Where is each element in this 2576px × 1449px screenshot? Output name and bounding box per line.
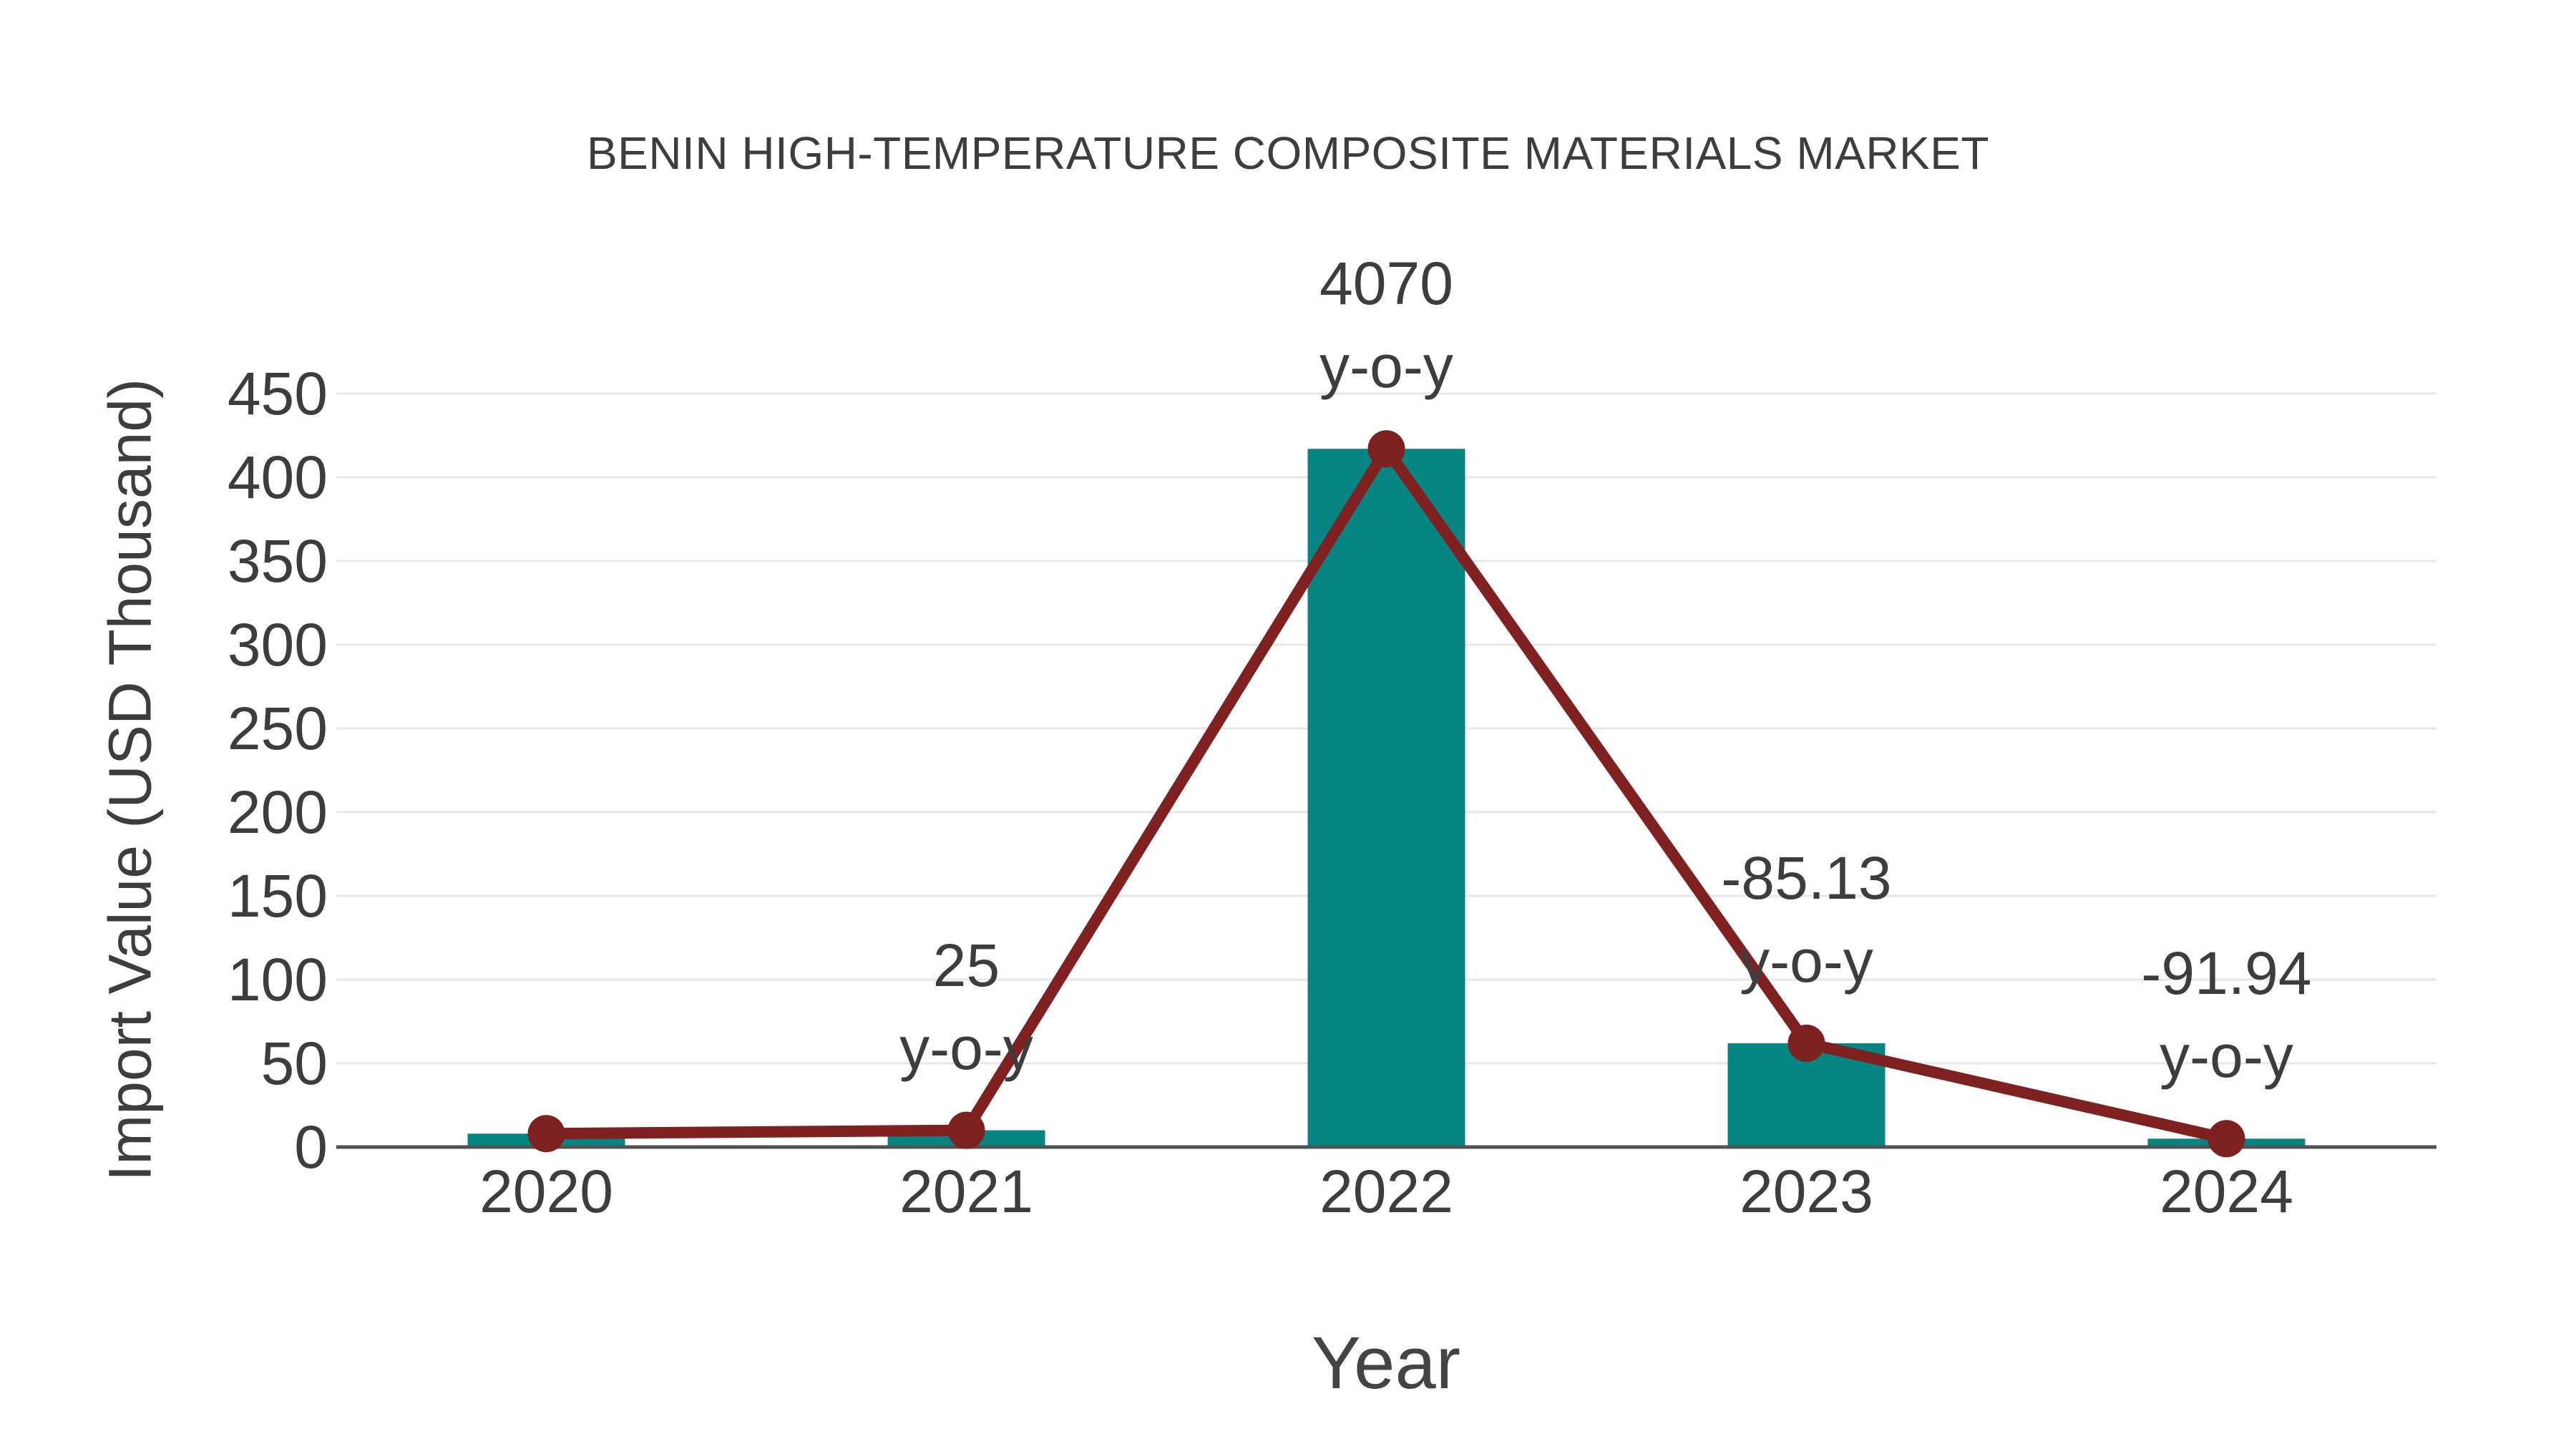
annotation-2021: 25 y-o-y <box>680 924 1253 1090</box>
x-tick-label-2023: 2023 <box>1740 1158 1873 1225</box>
marker-2021 <box>947 1111 985 1149</box>
annotation-2022-value: 4070 <box>1319 250 1453 318</box>
annotation-2024-label: y-o-y <box>2160 1023 2293 1091</box>
x-axis-title: Year <box>1311 1322 1461 1404</box>
x-tick-label-2020: 2020 <box>479 1158 613 1225</box>
marker-2024 <box>2207 1120 2245 1158</box>
x-tick-label-2021: 2021 <box>899 1158 1033 1225</box>
y-tick-label-100: 100 <box>227 946 328 1013</box>
annotation-2023-label: y-o-y <box>1740 927 1873 995</box>
y-tick-label-300: 300 <box>227 611 328 678</box>
x-tick-label-2024: 2024 <box>2160 1158 2293 1225</box>
annotation-2021-value: 25 <box>932 931 1000 999</box>
y-tick-label-50: 50 <box>260 1030 328 1097</box>
annotation-2024: -91.94 y-o-y <box>1941 932 2513 1098</box>
marker-2023 <box>1787 1024 1825 1062</box>
annotation-2024-value: -91.94 <box>2141 940 2312 1008</box>
y-tick-label-400: 400 <box>227 444 328 511</box>
annotation-2023: -85.13 y-o-y <box>1521 836 2093 1002</box>
y-tick-label-150: 150 <box>227 862 328 930</box>
annotation-2022: 4070 y-o-y <box>1101 242 1673 408</box>
annotation-2021-label: y-o-y <box>899 1014 1033 1082</box>
x-tick-label-2022: 2022 <box>1319 1158 1453 1225</box>
marker-2020 <box>527 1115 565 1153</box>
y-tick-label-450: 450 <box>227 360 328 427</box>
y-tick-label-250: 250 <box>227 695 328 762</box>
marker-2022 <box>1367 430 1405 468</box>
annotation-2023-value: -85.13 <box>1721 844 1892 912</box>
y-tick-label-0: 0 <box>294 1113 328 1181</box>
annotation-2022-label: y-o-y <box>1319 333 1453 401</box>
y-tick-label-200: 200 <box>227 779 328 846</box>
bar-2022 <box>1307 449 1465 1147</box>
chart-title: BENIN HIGH-TEMPERATURE COMPOSITE MATERIA… <box>586 127 1990 179</box>
y-tick-label-350: 350 <box>227 527 328 595</box>
